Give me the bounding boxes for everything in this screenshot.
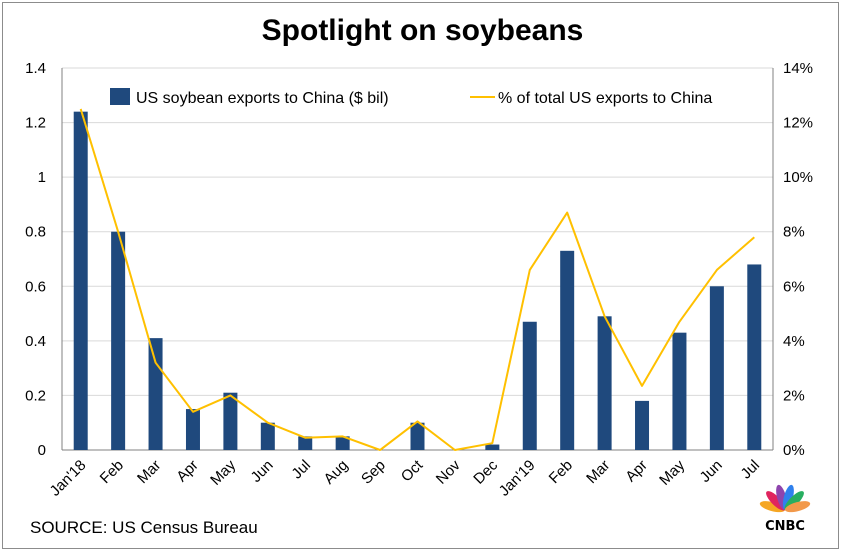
- y-tick-label: 0.6: [25, 278, 46, 295]
- x-tick-label: Sep: [358, 457, 389, 488]
- bar: [597, 316, 612, 450]
- bar: [73, 111, 88, 451]
- x-tick-label: Jun: [248, 457, 277, 486]
- bar: [335, 436, 350, 450]
- right-axis: 0% 2% 4% 6% 8% 10% 12% 14%: [772, 60, 813, 459]
- y2-tick-label: 10%: [783, 169, 813, 186]
- chart-frame: [2, 2, 839, 549]
- y2-tick-label: 12%: [783, 115, 813, 132]
- y-tick-label: 0.2: [25, 387, 46, 404]
- bar: [485, 444, 500, 450]
- legend-swatch-bar: [110, 88, 130, 105]
- bar: [747, 264, 762, 450]
- bar: [111, 231, 126, 450]
- x-tick-label: Apr: [173, 457, 202, 486]
- x-tick-label: Apr: [622, 457, 651, 486]
- x-tick-label: Aug: [321, 457, 352, 488]
- y-tick-label: 1.2: [25, 115, 46, 132]
- x-tick-label: Jun: [697, 457, 726, 486]
- y-tick-label: 0.8: [25, 224, 46, 241]
- x-tick-label: Feb: [97, 457, 127, 487]
- x-tick-label: Jul: [288, 457, 314, 483]
- logo-feather: [759, 501, 786, 513]
- legend: US soybean exports to China ($ bil) % of …: [110, 88, 712, 107]
- y2-tick-label: 0%: [783, 442, 805, 459]
- x-axis: Jan'18 Feb Mar Apr May Jun Jul Aug Sep Oct Nov DecJ…: [47, 456, 764, 500]
- logo-text: CNBC: [765, 519, 805, 534]
- logo-feather: [784, 501, 811, 513]
- gridlines: [62, 67, 773, 451]
- left-axis: 0 0.2 0.4 0.6 0.8 1 1.2 1.4: [25, 60, 63, 459]
- x-tick-label: Mar: [583, 457, 613, 487]
- x-tick-label: May: [207, 456, 239, 488]
- series-line: [79, 108, 755, 451]
- y-tick-label: 1.4: [25, 60, 46, 77]
- bar: [223, 392, 238, 450]
- bar: [260, 422, 275, 450]
- bar: [410, 422, 425, 450]
- y-tick-label: 0.4: [25, 333, 46, 350]
- x-tick-label: May: [656, 456, 688, 488]
- bar: [298, 436, 313, 450]
- legend-label-line: % of total US exports to China: [498, 90, 712, 107]
- y2-tick-label: 8%: [783, 224, 805, 241]
- bar: [148, 338, 163, 450]
- bar: [185, 409, 200, 450]
- chart-title: Spotlight on soybeans: [261, 14, 584, 47]
- y-tick-label: 0: [38, 442, 46, 459]
- x-tick-label: Nov: [433, 456, 464, 487]
- line-series: [79, 108, 755, 451]
- bar-series: [73, 111, 762, 451]
- bar: [709, 286, 724, 450]
- x-tick-label: Jul: [738, 457, 764, 483]
- logo-feather: [782, 484, 794, 511]
- x-tick-label: Jan'19: [496, 457, 539, 500]
- cnbc-logo-icon: CNBC: [759, 484, 811, 534]
- x-tick-label: Feb: [546, 457, 576, 487]
- bar: [522, 321, 537, 450]
- bar: [672, 332, 687, 450]
- y2-tick-label: 2%: [783, 387, 805, 404]
- x-tick-label: Jan'18: [47, 457, 90, 500]
- bar: [560, 250, 575, 450]
- legend-label-bar: US soybean exports to China ($ bil): [136, 90, 389, 107]
- x-tick-label: Mar: [134, 457, 164, 487]
- x-tick-label: Oct: [398, 456, 427, 485]
- y2-tick-label: 6%: [783, 278, 805, 295]
- bar: [635, 400, 650, 450]
- source-note: SOURCE: US Census Bureau: [30, 518, 258, 537]
- x-tick-label: Dec: [470, 456, 501, 487]
- y2-tick-label: 14%: [783, 60, 813, 77]
- y2-tick-label: 4%: [783, 333, 805, 350]
- y-tick-label: 1: [38, 169, 46, 186]
